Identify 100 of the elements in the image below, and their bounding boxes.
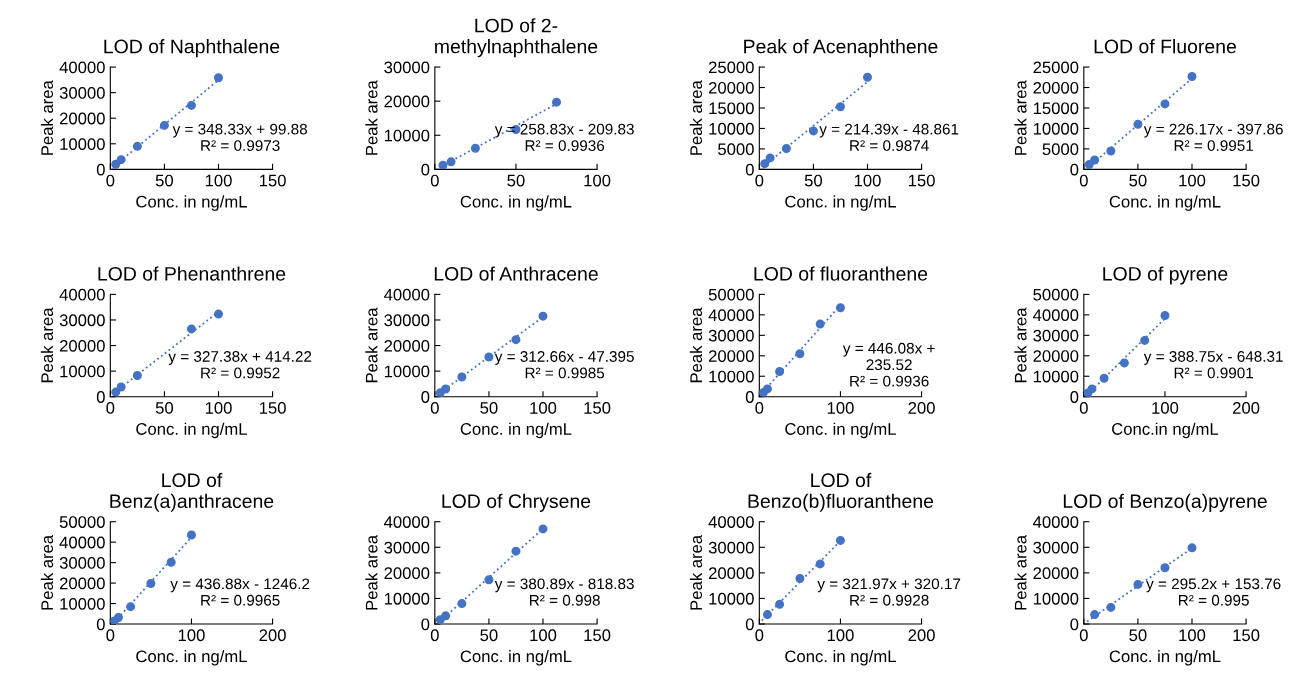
- annotation: R² = 0.998: [530, 594, 600, 606]
- annotation: R² = 0.9951: [1174, 140, 1254, 151]
- y-tick-label: 50000: [1033, 288, 1079, 301]
- point: [132, 370, 142, 380]
- x-tick-label: 100: [1179, 629, 1206, 642]
- chart-title: LOD of Chrysene: [442, 493, 591, 512]
- x-tick-label: 150: [259, 174, 286, 187]
- annotation: y = 436.88x - 1246.2: [170, 578, 310, 593]
- y-tick-label: 10000: [384, 365, 430, 378]
- x-tick-label: 50: [480, 402, 498, 414]
- y-tick-label: 20000: [1033, 81, 1079, 94]
- y-tick-label: 30000: [59, 314, 105, 327]
- annotation: R² = 0.9928: [850, 594, 929, 606]
- x-axis-title: Conc. in ng/mL: [136, 195, 247, 211]
- y-tick-label: 40000: [59, 288, 105, 301]
- y-tick-label: 30000: [384, 314, 430, 327]
- x-tick-label: 100: [1152, 402, 1179, 414]
- point: [113, 612, 123, 622]
- x-tick-label: 100: [584, 174, 611, 187]
- x-tick-label: 0: [106, 629, 115, 642]
- annotation: R² = 0.9985: [525, 367, 605, 379]
- x-tick-label: 0: [430, 402, 439, 414]
- y-tick-label: 50000: [59, 516, 105, 528]
- y-tick-label: 40000: [708, 309, 754, 322]
- x-tick-label: 50: [1129, 629, 1147, 642]
- annotation: R² = 0.9965: [201, 594, 280, 606]
- y-axis-title: Peak area: [1014, 307, 1027, 383]
- annotation: R² = 0.9936: [850, 375, 929, 387]
- y-tick-label: 40000: [384, 288, 430, 301]
- y-tick-label: 20000: [59, 339, 105, 352]
- y-tick-label: 30000: [708, 541, 754, 554]
- point: [186, 324, 196, 334]
- point: [1187, 543, 1197, 553]
- point: [132, 141, 142, 151]
- y-tick-label: 10000: [384, 592, 430, 605]
- y-tick-label: 0: [96, 163, 105, 176]
- annotation: y = 446.08x + 235.52: [842, 342, 935, 371]
- point: [815, 319, 825, 329]
- x-tick-label: 50: [804, 174, 823, 187]
- point: [126, 602, 136, 612]
- x-tick-label: 50: [155, 174, 174, 187]
- x-tick-label: 150: [584, 629, 611, 642]
- x-tick-label: 100: [530, 402, 557, 414]
- x-axis-title: Conc.in ng/mL: [1112, 422, 1219, 439]
- point: [1090, 155, 1100, 165]
- y-axis-title: Peak area: [1014, 534, 1027, 610]
- point: [775, 367, 785, 377]
- y-tick-label: 10000: [709, 592, 754, 605]
- point: [116, 382, 126, 392]
- point: [1187, 71, 1197, 81]
- x-tick-label: 50: [480, 629, 498, 642]
- point: [511, 335, 521, 345]
- x-axis-title: Conc. in ng/mL: [1109, 195, 1221, 211]
- x-tick-label: 0: [106, 174, 115, 187]
- y-tick-label: 10000: [709, 122, 754, 135]
- point: [538, 524, 548, 534]
- chart-title: LOD of Benzo(a)pyrene: [1063, 493, 1267, 512]
- point: [446, 157, 456, 167]
- y-tick-label: 30000: [384, 541, 430, 554]
- point: [1119, 358, 1129, 368]
- y-axis-title: Peak area: [40, 307, 54, 383]
- x-tick-label: 100: [205, 402, 232, 414]
- point: [438, 160, 448, 170]
- y-axis-title: Peak area: [689, 80, 703, 155]
- y-tick-label: 20000: [708, 350, 754, 362]
- y-tick-label: 0: [421, 391, 430, 403]
- chart-title: LOD of Fluorene: [1094, 39, 1236, 54]
- x-tick-label: 100: [827, 629, 854, 642]
- point: [166, 557, 176, 567]
- point: [1133, 579, 1143, 589]
- y-tick-label: 30000: [59, 87, 105, 99]
- y-tick-label: 20000: [1033, 567, 1079, 580]
- y-tick-label: 20000: [59, 112, 105, 125]
- x-tick-label: 150: [584, 402, 611, 414]
- point: [511, 546, 521, 556]
- x-tick-label: 200: [908, 629, 935, 642]
- point: [1090, 610, 1100, 620]
- y-tick-label: 5000: [1042, 143, 1079, 156]
- x-axis-title: Conc. in ng/mL: [136, 649, 247, 666]
- y-axis-title: Peak area: [365, 80, 378, 155]
- x-tick-label: 150: [1233, 174, 1260, 187]
- annotation: R² = 0.9936: [525, 140, 605, 151]
- chart-title: LOD of fluoranthene: [754, 266, 928, 281]
- y-tick-label: 20000: [708, 81, 754, 94]
- chart-title: LOD of Anthracene: [434, 266, 598, 281]
- y-tick-label: 0: [421, 163, 430, 176]
- x-axis-title: Conc. in ng/mL: [785, 422, 896, 439]
- point: [862, 72, 872, 82]
- y-tick-label: 10000: [60, 597, 105, 610]
- point: [457, 599, 467, 609]
- point: [457, 372, 467, 382]
- x-tick-label: 0: [755, 402, 764, 414]
- x-axis-title: Conc. in ng/mL: [460, 649, 572, 666]
- y-tick-label: 40000: [1033, 309, 1079, 322]
- x-tick-label: 200: [1233, 402, 1260, 414]
- y-tick-label: 0: [96, 618, 105, 631]
- x-tick-label: 50: [507, 174, 525, 187]
- y-tick-label: 10000: [1033, 370, 1079, 383]
- x-tick-label: 0: [430, 629, 439, 642]
- point: [213, 309, 223, 319]
